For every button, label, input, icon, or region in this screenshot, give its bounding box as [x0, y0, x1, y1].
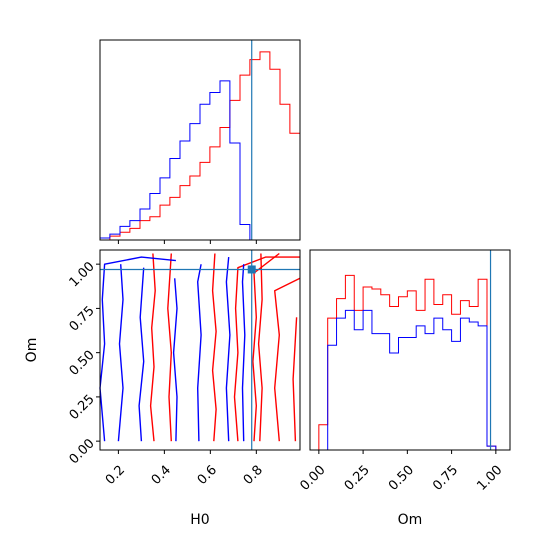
contour-red	[233, 256, 300, 442]
om-tick-label: 0.75	[67, 303, 98, 334]
contour-blue	[99, 256, 176, 442]
om-tick-label: 0.25	[67, 392, 98, 423]
contour-red	[257, 253, 263, 442]
om-tick-label: 0.50	[67, 348, 98, 379]
om-hist-tick-label: 0.25	[342, 463, 373, 494]
contour-blue	[197, 264, 202, 442]
h0-histogram-bars	[99, 51, 301, 241]
om-tick-label: 0.00	[67, 436, 98, 467]
h0-histogram-blue	[99, 80, 300, 241]
contour-red	[211, 253, 217, 442]
h0-histogram-red	[100, 51, 301, 241]
contour-red	[149, 253, 156, 442]
h0-axis-label: H0	[190, 512, 209, 528]
om-axis-label: Om	[24, 338, 40, 363]
contour-red	[292, 317, 298, 442]
contour-blue	[138, 267, 145, 442]
joint-frame	[99, 249, 301, 451]
om-hist-tick-label: 1.00	[474, 463, 505, 494]
h0-axis-ticks: 0.2 0.4 0.6 0.8	[103, 450, 266, 488]
h0-tick-label: 0.8	[241, 463, 266, 488]
joint-contour-panel: 0.2 0.4 0.6 0.8 0.00 0.25 0.50 0.75 1.00 H0 Om	[24, 249, 301, 528]
contour-blue	[225, 257, 231, 442]
h0-tick-label: 0.2	[103, 463, 128, 488]
contour-blue	[241, 264, 246, 442]
om-tick-label: 1.00	[67, 259, 98, 290]
h0-histogram-ticks	[117, 240, 257, 244]
h0-tick-label: 0.4	[149, 463, 174, 488]
om-hist-tick-label: 0.00	[297, 463, 328, 494]
contour-red	[274, 277, 301, 442]
h0-histogram-frame	[99, 39, 301, 241]
om-hist-tick-label: 0.75	[430, 463, 461, 494]
om-histogram-red	[318, 274, 497, 450]
om-axis-ticks: 0.00 0.25 0.50 0.75 1.00	[67, 259, 100, 467]
joint-truth-marker	[247, 265, 256, 274]
contour-blue	[172, 278, 178, 442]
contour-red	[167, 253, 172, 442]
h0-histogram-panel	[99, 39, 301, 244]
joint-contours	[99, 252, 301, 442]
om-histogram-bars	[318, 274, 497, 451]
om-histogram-ticks: 0.00 0.25 0.50 0.75 1.00	[297, 450, 505, 494]
om-histogram-frame	[309, 249, 511, 451]
contour-red	[252, 252, 280, 442]
om-histogram-panel: 0.00 0.25 0.50 0.75 1.00 Om	[297, 249, 511, 528]
om-hist-tick-label: 0.50	[386, 463, 417, 494]
h0-tick-label: 0.6	[195, 463, 220, 488]
contour-blue	[117, 264, 124, 442]
om-histogram-blue	[318, 309, 497, 451]
om-histogram-axis-label: Om	[398, 512, 423, 528]
